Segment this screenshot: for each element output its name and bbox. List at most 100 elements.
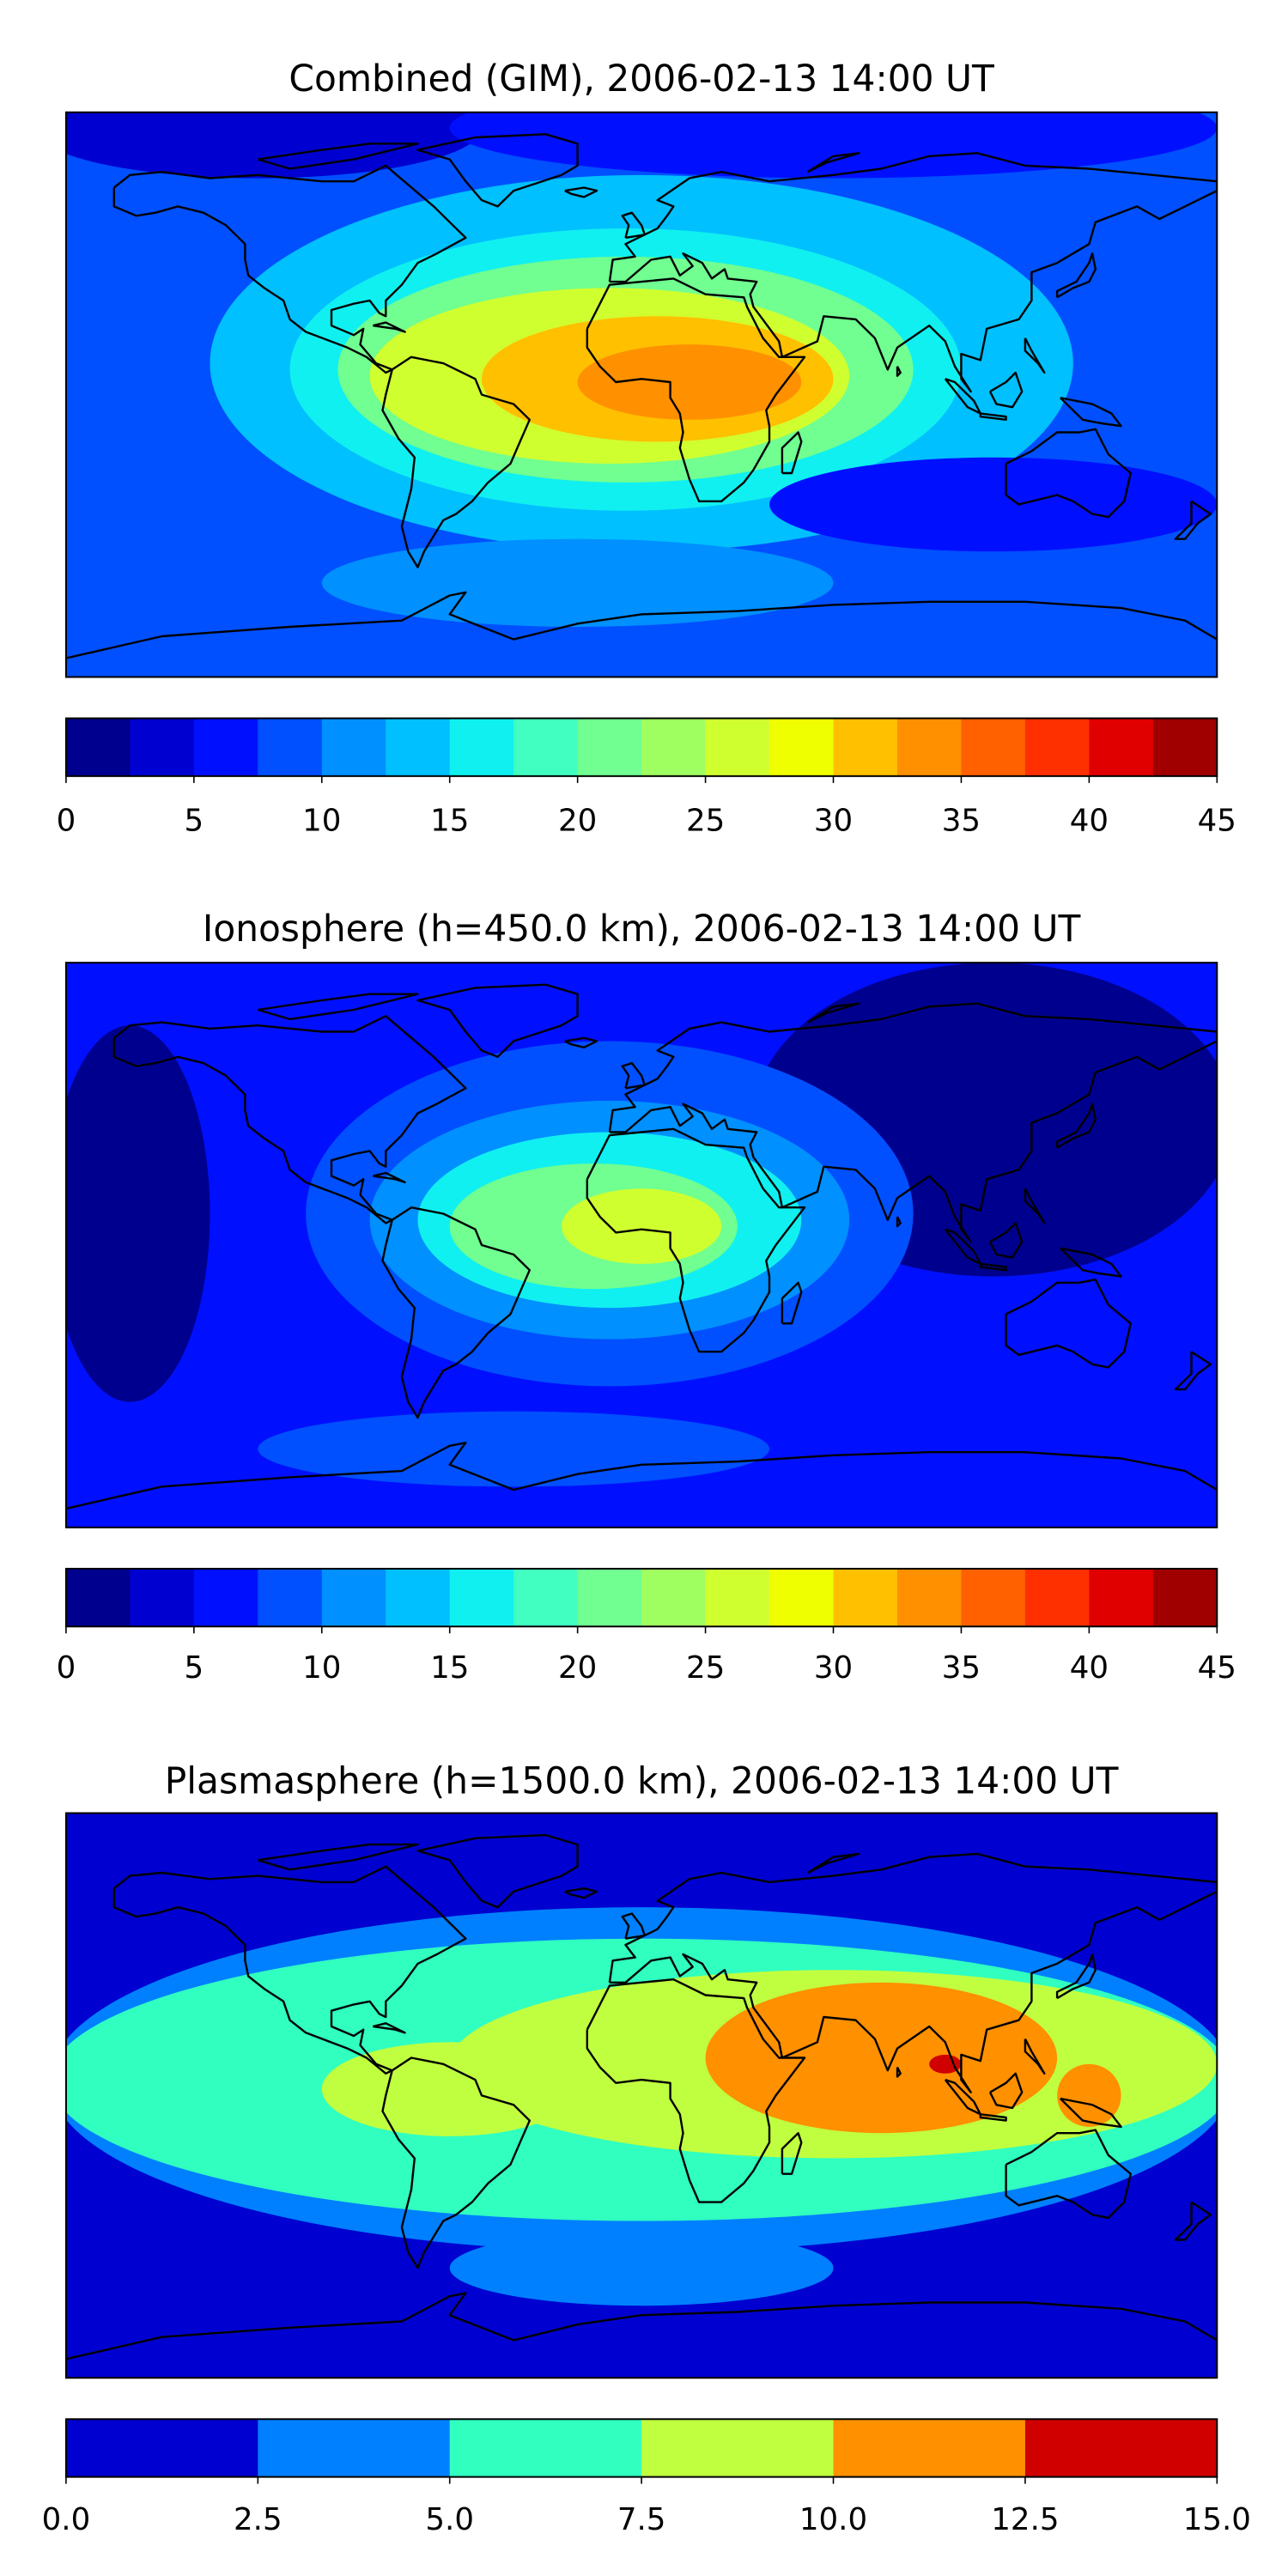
map-panel-1: [65, 112, 1218, 677]
coastlines: [65, 983, 1218, 1510]
colorbar-tick-label: 15.0: [1183, 2502, 1251, 2537]
coastline-new-guinea: [1060, 1247, 1122, 1278]
colorbar-1: 0 5 10 15 20 25 30 35 40 45: [57, 717, 1236, 838]
coastline-south-america: [381, 2057, 531, 2269]
coastline-cuba: [373, 321, 406, 333]
coastline-north-america: [112, 1015, 467, 1224]
colorbar-tick-label: 5.0: [425, 2502, 474, 2537]
coastline-britain: [621, 211, 646, 240]
colorbar-tick-label: 20: [558, 1650, 597, 1686]
colorbar-bin: [513, 1568, 579, 1627]
coastline-svalbard-novaya: [807, 1852, 860, 1874]
coastline-arctic-islands: [257, 143, 419, 170]
colorbar-tick-label: 0.0: [42, 2502, 91, 2537]
coastline-sumatra: [944, 2078, 982, 2116]
colorbar-bin: [65, 2419, 258, 2477]
colorbar-bin: [258, 1568, 323, 1627]
contour-region: [577, 344, 802, 420]
contour-region: [449, 112, 1218, 179]
coastline-africa: [586, 277, 806, 502]
coastline-north-america: [112, 164, 467, 374]
colorbar-bin: [1089, 718, 1154, 776]
colorbar-bin: [449, 718, 514, 776]
coastline-new-guinea: [1060, 397, 1122, 428]
colorbar-bin: [833, 718, 898, 776]
coastline-svalbard-novaya: [807, 152, 860, 173]
colorbar-bin: [577, 1568, 642, 1627]
contour-region: [321, 2042, 578, 2136]
contour-region: [449, 2230, 834, 2306]
colorbar-bin: [769, 718, 835, 776]
colorbar-tick-label: 5: [185, 803, 204, 838]
coastline-south-america: [381, 1206, 531, 1419]
coastline-antarctica: [65, 1441, 1218, 1510]
colorbar-frame: [64, 1567, 1218, 1628]
colorbar-tick-label: 10: [302, 803, 341, 838]
colorbar-tick-label: 45: [1198, 803, 1236, 838]
coastline-borneo: [988, 371, 1024, 409]
coastline-iceland: [564, 1036, 598, 1049]
colorbar-tick-label: 35: [942, 803, 981, 838]
colorbar-bin: [513, 718, 579, 776]
coastline-philippines: [1024, 1188, 1046, 1224]
colorbar-bin: [833, 1568, 898, 1627]
colorbar-bin: [321, 1568, 386, 1627]
coastline-greenland: [416, 983, 579, 1059]
colorbar-tick-label: 12.5: [991, 2502, 1059, 2537]
colorbar-2: 0 5 10 15 20 25 30 35 40 45: [57, 1567, 1236, 1686]
colorbar-bin: [258, 718, 323, 776]
coastline-australia: [1005, 2129, 1133, 2220]
coastline-new-zealand: [1174, 500, 1212, 540]
coastline-cuba: [373, 2022, 406, 2034]
coastline-madagascar: [781, 1281, 803, 1325]
colorbar-tick-label: 7.5: [617, 2502, 666, 2537]
colorbar-tick-label: 25: [686, 1650, 725, 1686]
colorbar-tick-label: 2.5: [234, 2502, 283, 2537]
colorbar-bin: [896, 718, 963, 776]
coastlines: [65, 133, 1218, 659]
colorbar-bin: [1024, 1568, 1090, 1627]
coastline-greenland: [416, 133, 579, 208]
colorbar-bin: [1152, 1568, 1218, 1627]
contour-region: [258, 1411, 770, 1487]
map-frame: [64, 111, 1218, 678]
coastline-java: [979, 1262, 1007, 1272]
colorbar-tick-label: 40: [1070, 1650, 1109, 1686]
colorbar-3: 0.0 2.5 5.0 7.5 10.0 12.5 15.0: [42, 2418, 1251, 2537]
coastline-new-zealand: [1174, 2201, 1212, 2241]
coastline-madagascar: [781, 2131, 803, 2175]
coastline-africa: [586, 1127, 806, 1353]
coastline-antarctica: [65, 2292, 1218, 2360]
map-panel-3: [65, 1813, 1218, 2379]
colorbar-tick-label: 5: [185, 1650, 204, 1686]
coastline-sri-lanka: [896, 366, 902, 377]
coastline-borneo: [988, 2072, 1024, 2110]
colorbar-bin: [258, 2419, 451, 2477]
contour-region: [769, 457, 1218, 552]
coastline-britain: [621, 1912, 646, 1940]
coastline-svalbard-novaya: [807, 1002, 860, 1024]
coastline-arctic-islands: [257, 993, 419, 1021]
coastline-iceland: [564, 1886, 598, 1899]
colorbar-frame: [64, 2418, 1218, 2478]
colorbar-tick-label: 15: [430, 803, 469, 838]
coastline-philippines: [1024, 2038, 1046, 2075]
colorbar-bin: [896, 1568, 963, 1627]
colorbar-tick-label: 30: [814, 803, 853, 838]
contour-region: [705, 1982, 1058, 2134]
contour-region: [562, 1188, 722, 1264]
colorbar-frame: [64, 717, 1218, 777]
coastline-sri-lanka: [896, 2066, 902, 2078]
colorbar-bin: [193, 1568, 258, 1627]
coastline-australia: [1005, 428, 1133, 519]
contour-region: [321, 538, 834, 627]
colorbar-tick-label: 40: [1070, 803, 1109, 838]
colorbar-tick-label: 15: [430, 1650, 469, 1686]
colorbar-bin: [449, 1568, 514, 1627]
coastline-south-america: [381, 355, 531, 568]
colorbar-bin: [705, 718, 770, 776]
coastline-java: [979, 2113, 1007, 2122]
coastline-japan: [1055, 252, 1097, 299]
coastline-japan: [1055, 1953, 1097, 2000]
